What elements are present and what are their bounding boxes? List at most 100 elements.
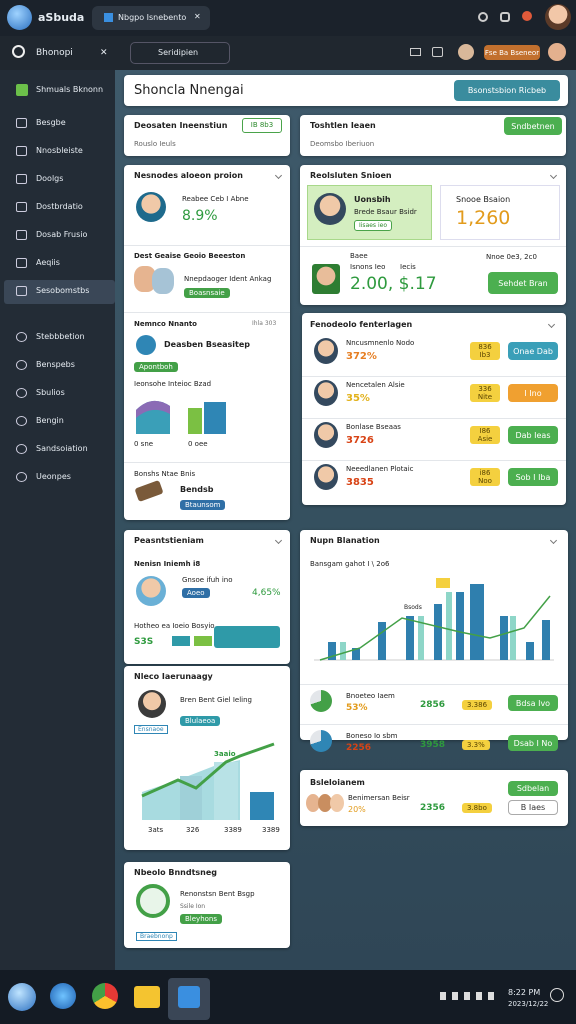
badge: 836 Ib3 (470, 342, 500, 360)
person-value: 4,65% (252, 588, 281, 598)
peak-label: 3aaio (214, 750, 236, 758)
tab-title: Nbgpo Isnebento (118, 13, 187, 22)
search-box[interactable] (130, 42, 230, 64)
menu-icon (16, 230, 27, 240)
avatar (314, 338, 338, 364)
badge: Apontboh (134, 362, 178, 372)
highlight-name: Uonsbih (354, 195, 391, 204)
menu-item[interactable]: Sesobomstbs (36, 286, 90, 295)
taskbar-app[interactable] (50, 983, 76, 1009)
progress-value: S3S (134, 637, 154, 647)
progress-bar (194, 636, 212, 646)
start-button[interactable] (8, 983, 36, 1011)
menu-item[interactable]: Stebbbetion (36, 332, 85, 341)
stats-name: Deasben Bseasitep (164, 340, 251, 349)
avatar (136, 576, 166, 606)
avatar (306, 794, 320, 812)
row-button[interactable]: Sob I Iba (508, 468, 558, 486)
menu-item[interactable]: Bengin (36, 416, 64, 425)
header-button[interactable]: Bsonstsbion Ricbeb (454, 80, 560, 101)
row-button[interactable]: Bdsa Ivo (508, 695, 558, 711)
chart-shape (352, 648, 360, 660)
row-value: 35% (346, 393, 370, 404)
tool-icon[interactable] (432, 47, 443, 57)
notify-icon[interactable] (522, 11, 532, 21)
menu-item[interactable]: Dostbrdatio (36, 202, 83, 211)
menu-item[interactable]: Sandsoiation (36, 444, 88, 453)
menu-item[interactable]: Dosab Frusio (36, 230, 88, 239)
divider (302, 376, 566, 377)
menu-item[interactable]: Nnosbleiste (36, 146, 83, 155)
profile-icon[interactable] (548, 43, 566, 61)
panel-title: Nbeolo Bnndtsneg (134, 868, 218, 877)
tab-close[interactable]: ✕ (194, 12, 201, 21)
badge: i86 Noo (470, 468, 500, 486)
menu-item[interactable]: Aeqiis (36, 258, 60, 267)
divider (302, 460, 566, 461)
balance-label: Baee (350, 252, 368, 260)
avatar (314, 422, 338, 448)
badge: Bleyhons (180, 914, 222, 924)
menu-icon (16, 472, 27, 482)
avatar (314, 193, 346, 225)
menu-icon (16, 332, 27, 342)
avatar (314, 380, 338, 406)
avatar (330, 794, 344, 812)
notification-button[interactable] (550, 988, 564, 1002)
taskbar-app[interactable] (92, 983, 118, 1009)
sidebar (0, 70, 115, 970)
growth-name: Bren Bent Giel Ieling (180, 696, 252, 704)
browser-bar (0, 0, 576, 36)
team-button[interactable]: Sdbelan (508, 781, 558, 796)
chart-title: Ieonsohe Inteioc Bzad (134, 380, 212, 388)
menu-highlight (4, 280, 115, 304)
row-name: Boneso Io sbm (346, 732, 398, 740)
address-close[interactable]: ✕ (100, 48, 108, 58)
x-label: 326 (186, 826, 200, 834)
avatar (136, 192, 166, 222)
pie-icon (310, 730, 332, 752)
balance-button[interactable]: Sehdet Bran (488, 272, 558, 294)
clock-date: 2023/12/22 (508, 1000, 549, 1008)
action-button[interactable]: Fse Ba Bseneor (484, 45, 540, 60)
time-name: Renonstsn Bent Bsgp (180, 890, 255, 898)
menu-item[interactable]: Ueonpes (36, 472, 71, 481)
settings-icon[interactable] (500, 12, 510, 22)
profile-icon[interactable] (458, 44, 474, 60)
account-icon[interactable] (478, 12, 488, 22)
chart-label: 0 oee (188, 440, 208, 448)
menu-icon (16, 258, 27, 268)
panel-title: Reolsluten Snioen (310, 171, 392, 180)
section-meta: Ihla 303 (252, 320, 277, 327)
search-icon[interactable] (12, 45, 25, 58)
panel (300, 770, 568, 826)
menu-item[interactable]: Doolgs (36, 174, 64, 183)
trend-chart (314, 578, 554, 661)
chart-shape (436, 578, 450, 588)
section-title: Nenisn Iniemh i8 (134, 560, 201, 568)
team-value: 2356 (420, 803, 446, 813)
user-avatar[interactable] (545, 4, 571, 30)
menu-item[interactable]: Sbulios (36, 388, 65, 397)
progress-title: Hotheo ea Ioeio Bosyio (134, 622, 215, 630)
row-button[interactable]: I Ino (508, 384, 558, 402)
card-button[interactable]: Sndbetnen (504, 117, 562, 135)
menu-icon (16, 286, 27, 296)
row-name: Bonlase Bseaas (346, 423, 401, 431)
panel-title: Bsleloianem (310, 778, 365, 787)
chart-shape (526, 642, 534, 660)
card-sub: Deomsbo Iberiuon (310, 140, 375, 148)
app-logo[interactable] (7, 5, 32, 30)
tool-icon[interactable] (410, 48, 421, 56)
panel-title: Fenodeolo fenterlagen (310, 320, 413, 329)
team-button[interactable]: B Iaes (508, 800, 558, 815)
row-button[interactable]: Onae Dab (508, 342, 558, 360)
menu-icon (16, 360, 27, 370)
taskbar-app[interactable] (134, 986, 160, 1008)
menu-item[interactable]: Besgbe (36, 118, 66, 127)
menu-item[interactable]: Benspebs (36, 360, 75, 369)
row-button[interactable]: Dab Ieas (508, 426, 558, 444)
row-name: Nencetalen Alsie (346, 381, 405, 389)
row-button[interactable]: Dsab I No (508, 735, 558, 751)
panel-title: Nesnodes aloeon proion (134, 171, 243, 180)
